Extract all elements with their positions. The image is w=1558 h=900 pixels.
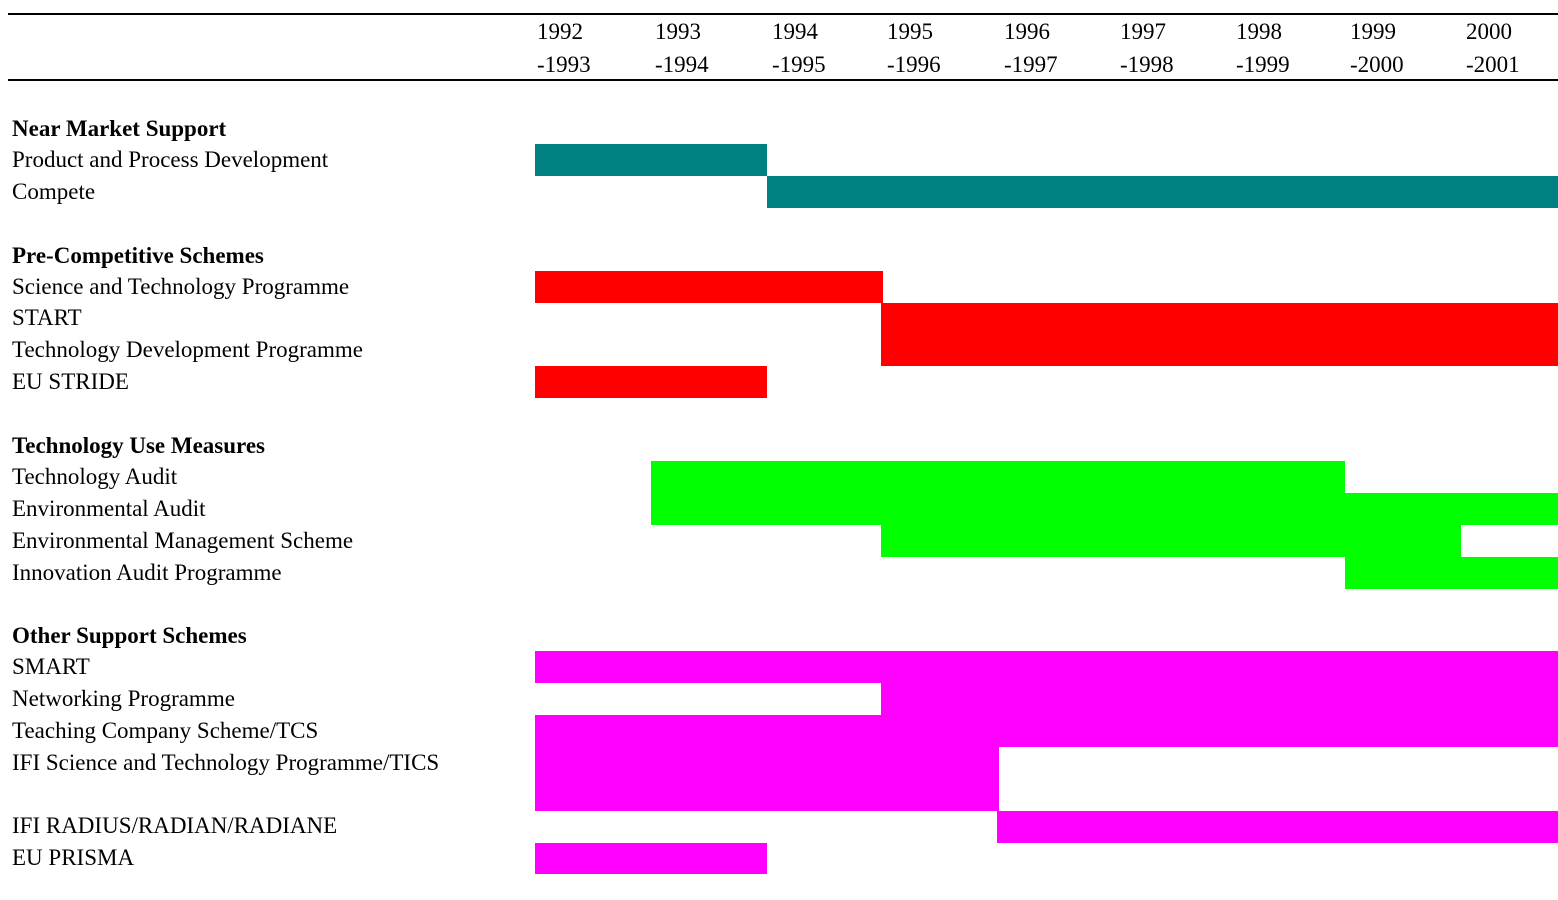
row-label: Product and Process Development: [12, 147, 329, 172]
row-label: Environmental Audit: [12, 496, 206, 521]
column-header: -1996: [887, 52, 941, 77]
row-label: START: [12, 305, 82, 330]
row-label: Technology Audit: [12, 464, 178, 489]
row-label: Innovation Audit Programme: [12, 560, 282, 585]
row-label: SMART: [12, 654, 90, 679]
bar: [535, 715, 1558, 747]
rule: [8, 79, 1558, 81]
column-header: -1997: [1004, 52, 1058, 77]
row-label: IFI RADIUS/RADIAN/RADIANE: [12, 813, 338, 838]
row-label: Environmental Management Scheme: [12, 528, 354, 553]
bar: [881, 683, 1558, 715]
column-header: 1996: [1004, 19, 1050, 44]
column-header: -1995: [772, 52, 826, 77]
column-header: 2000: [1466, 19, 1512, 44]
group-title: Near Market Support: [12, 116, 227, 141]
row-label: Networking Programme: [12, 686, 235, 711]
column-header: 1995: [887, 19, 933, 44]
column-header: -2000: [1350, 52, 1404, 77]
bar: [535, 366, 767, 398]
bar: [881, 303, 1558, 366]
rule: [8, 13, 1558, 15]
row-label: Science and Technology Programme: [12, 274, 350, 299]
column-header: 1998: [1236, 19, 1282, 44]
column-header: 1992: [537, 19, 583, 44]
bar: [1345, 557, 1558, 589]
column-header: -2001: [1466, 52, 1520, 77]
bar: [535, 651, 1558, 683]
column-header: -1999: [1236, 52, 1290, 77]
row-label: EU PRISMA: [12, 845, 135, 870]
column-header: 1993: [655, 19, 701, 44]
group-title: Pre-Competitive Schemes: [12, 243, 264, 268]
bar: [651, 461, 1345, 493]
bar: [535, 144, 767, 176]
row-label: EU STRIDE: [12, 369, 129, 394]
bar: [997, 811, 1558, 843]
row-label: Teaching Company Scheme/TCS: [12, 718, 319, 743]
bar: [535, 843, 767, 874]
row-label: Technology Development Programme: [12, 337, 363, 362]
bar: [651, 493, 1558, 525]
group-title: Other Support Schemes: [12, 623, 247, 648]
bar: [535, 747, 999, 811]
group-title: Technology Use Measures: [12, 433, 265, 458]
row-label: Compete: [12, 179, 96, 204]
column-header: -1994: [655, 52, 709, 77]
row-label: IFI Science and Technology Programme/TIC…: [12, 750, 440, 775]
column-header: -1998: [1120, 52, 1174, 77]
column-header: -1993: [537, 52, 591, 77]
column-header: 1994: [772, 19, 818, 44]
bar: [881, 525, 1461, 557]
column-header: 1997: [1120, 19, 1166, 44]
column-header: 1999: [1350, 19, 1396, 44]
bar: [767, 176, 1558, 208]
bar: [535, 271, 883, 303]
